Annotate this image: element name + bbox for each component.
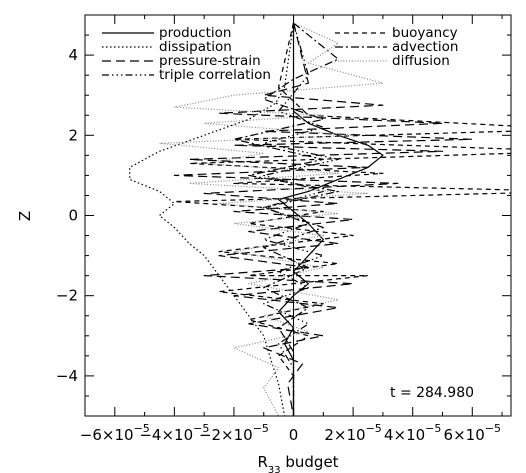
- legend-item-dissipation: dissipation: [102, 39, 232, 55]
- series-line-advection: [233, 22, 339, 416]
- series-line-pressure-strain: [173, 22, 473, 416]
- series-layer: [129, 15, 511, 416]
- legend-item-diffusion: diffusion: [335, 53, 450, 69]
- x-tick-label: −4×10−5: [139, 422, 209, 444]
- x-tick-label: 0: [289, 426, 299, 444]
- x-tick-label: 4×10−5: [384, 422, 441, 444]
- legend-label: production: [159, 25, 232, 41]
- axes-layer: −4 −2 0 2 4 −6×10−5−4×10−5−2×10−5 0 2×10−5 4×10−…: [56, 14, 512, 444]
- legend-label: triple correlation: [159, 67, 271, 83]
- y-tick-label: 0: [68, 207, 78, 225]
- x-tick-label: 6×10−5: [444, 422, 501, 444]
- x-tick-label: 2×10−5: [324, 422, 381, 444]
- y-axis-title: Z: [16, 211, 34, 221]
- legend-label: advection: [392, 39, 458, 55]
- series-line-production: [278, 23, 384, 416]
- legend-label: dissipation: [159, 39, 232, 55]
- time-annotation: t = 284.980: [390, 385, 474, 401]
- x-axis-title-subscript: 33: [268, 465, 281, 473]
- legend-item-production: production: [102, 25, 232, 41]
- legend: productiondissipationpressure-straintrip…: [102, 25, 458, 83]
- legend-item-buoyancy: buoyancy: [335, 25, 458, 41]
- y-tick-label: 4: [68, 46, 78, 64]
- x-axis-title: R33 budget: [257, 453, 338, 473]
- legend-label: buoyancy: [392, 25, 458, 41]
- legend-label: pressure-strain: [159, 53, 261, 69]
- y-tick-label: −2: [56, 287, 78, 305]
- x-tick-label: −2×10−5: [199, 422, 269, 444]
- legend-item-pressure-strain: pressure-strain: [102, 53, 261, 69]
- x-tick-label: −6×10−5: [80, 422, 150, 444]
- legend-label: diffusion: [392, 53, 450, 69]
- x-axis-title-rest: budget: [281, 453, 339, 471]
- y-tick-label: 2: [68, 126, 78, 144]
- y-tick-label: −4: [56, 367, 78, 385]
- x-axis-title-main: R: [257, 453, 267, 471]
- legend-item-advection: advection: [335, 39, 458, 55]
- series-line-dissipation: [129, 22, 295, 416]
- legend-item-triple-correlation: triple correlation: [102, 67, 271, 83]
